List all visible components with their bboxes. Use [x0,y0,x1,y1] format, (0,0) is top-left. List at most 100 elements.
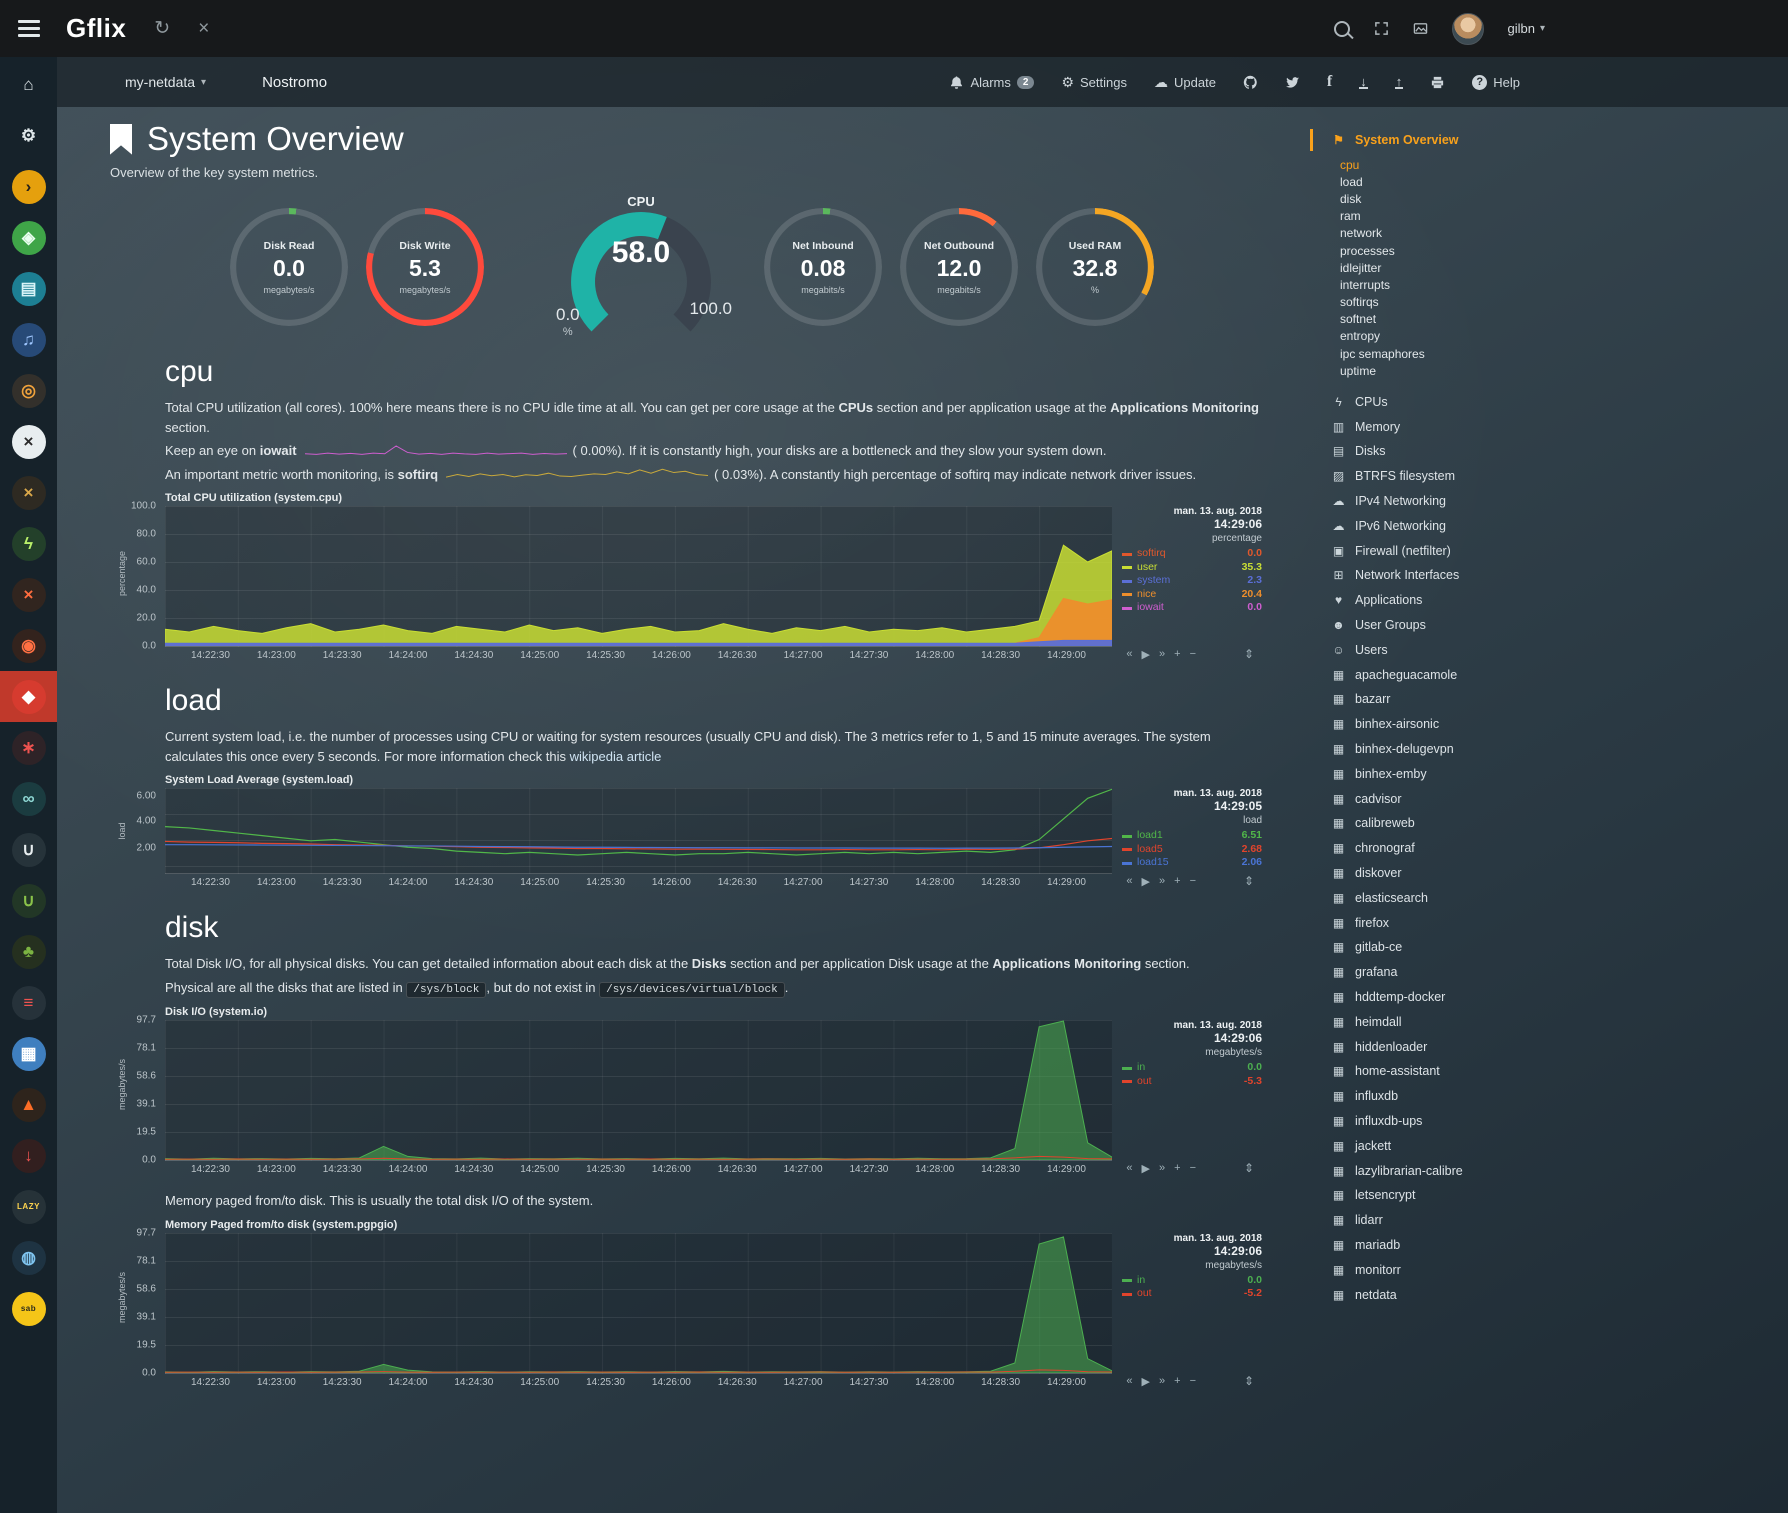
menu-container-item[interactable]: ▦ diskover [1332,865,1402,880]
legend-row[interactable]: softirq 0.0 [1122,547,1262,561]
zoom-in-icon[interactable]: + [1174,1162,1181,1175]
avatar[interactable] [1451,12,1484,45]
load-chart-plot[interactable] [165,788,1112,875]
menu-icon[interactable] [18,20,40,37]
gauge[interactable]: Used RAM 32.8 % [1036,208,1154,327]
zoom-out-icon[interactable]: − [1189,1374,1196,1387]
settings-gear-icon[interactable]: ⚙ [20,126,37,145]
legend-row[interactable]: out -5.3 [1122,1075,1262,1089]
legend-row[interactable]: user 35.3 [1122,561,1262,575]
app-teal-stack[interactable]: ▤ [0,263,57,314]
gauge[interactable]: Net Inbound 0.08 megabits/s [764,208,882,327]
menu-section[interactable]: ♥ Applications [1310,588,1610,613]
app-lazylibrarian[interactable]: LAZY [0,1181,57,1232]
menu-section[interactable]: ▨ BTRFS filesystem [1332,469,1456,484]
play-icon[interactable]: ▶ [1141,1375,1150,1388]
menu-subitem[interactable]: load [1340,174,1363,189]
app-blue-drop[interactable]: ◍ [0,1232,57,1283]
pan-forward-icon[interactable]: » [1159,1374,1166,1387]
menu-container-item[interactable]: ▦ heimdall [1332,1014,1402,1029]
menu-container-item[interactable]: ▦ influxdb [1332,1089,1399,1104]
app-status-bars[interactable]: ≡ [0,977,57,1028]
download-icon[interactable]: ↓ [1359,73,1368,89]
play-icon[interactable]: ▶ [1141,1163,1150,1176]
app-red-rings[interactable]: ◉ [0,620,57,671]
menu-section[interactable]: ⊞ Network Interfaces [1310,563,1610,588]
app-red-cluster[interactable]: ∗ [0,722,57,773]
menu-container-item[interactable]: ▦ influxdb-ups [1332,1113,1423,1128]
menu-container-item[interactable]: ▦ mariadb [1332,1237,1401,1252]
app-gitlab[interactable]: ▲ [0,1079,57,1130]
app-plex[interactable]: › [0,161,57,212]
cpu-chart-plot[interactable] [165,506,1112,648]
pan-forward-icon[interactable]: » [1159,875,1166,888]
app-sabnzbd[interactable]: sab [0,1283,57,1334]
wikipedia-link[interactable]: wikipedia article [569,748,662,764]
gauge[interactable]: Disk Read 0.0 megabytes/s [230,208,348,327]
search-icon[interactable] [1333,20,1350,37]
menu-subitem[interactable]: uptime [1340,363,1377,378]
menu-subitem[interactable]: interrupts [1340,277,1391,292]
menu-subitem[interactable]: softirqs [1340,295,1379,310]
app-unifi[interactable]: ∪ [0,824,57,875]
menu-container-item[interactable]: ▦ apacheguacamole [1332,667,1458,682]
menu-section[interactable]: ☻ User Groups [1332,618,1426,632]
legend-row[interactable]: nice 20.4 [1122,588,1262,602]
legend-row[interactable]: system 2.3 [1122,574,1262,588]
play-icon[interactable]: ▶ [1141,876,1150,889]
menu-subitem[interactable]: network [1340,226,1383,241]
menu-subitem[interactable]: disk [1340,191,1362,206]
pgpgio-chart-plot[interactable] [165,1232,1112,1374]
menu-container-item[interactable]: ▦ gitlab-ce [1332,940,1403,955]
app-white-badge[interactable]: × [0,416,57,467]
menu-container-item[interactable]: ▦ hiddenloader [1332,1039,1428,1054]
menu-container-item[interactable]: ▦ hddtemp-docker [1332,989,1446,1004]
menu-container-item[interactable]: ▦ letsencrypt [1332,1188,1416,1203]
zoom-in-icon[interactable]: + [1174,648,1181,661]
menu-container-item[interactable]: ▦ binhex-emby [1332,766,1427,781]
pan-backward-icon[interactable]: « [1126,648,1133,661]
menu-section[interactable]: ▤ Disks [1332,444,1386,459]
legend-row[interactable]: in 0.0 [1122,1061,1262,1075]
menu-subitem[interactable]: softnet [1340,312,1377,327]
menu-container-item[interactable]: ▦ binhex-delugevpn [1332,741,1454,756]
settings-button[interactable]: ⚙ Settings [1061,74,1127,90]
menu-section[interactable]: ☺ Users [1332,642,1388,657]
menu-subitem[interactable]: ipc semaphores [1340,346,1425,361]
pan-backward-icon[interactable]: « [1126,1162,1133,1175]
menu-container-item[interactable]: ▦ netdata [1332,1287,1397,1302]
help-button[interactable]: ? Help [1472,74,1520,90]
menu-section-system-overview[interactable]: ⚑ System Overview [1310,129,1610,151]
legend-row[interactable]: iowait 0.0 [1122,601,1262,615]
app-green-ring[interactable]: ϟ [0,518,57,569]
app-teal-circles[interactable]: ∞ [0,773,57,824]
cpu-gauge[interactable]: CPU 58.0 0.0 % 100.0 [556,194,732,339]
legend-row[interactable]: load15 2.06 [1122,856,1262,870]
zoom-in-icon[interactable]: + [1174,875,1181,888]
menu-container-item[interactable]: ▦ firefox [1332,915,1390,930]
server-dropdown[interactable]: my-netdata ▾ [125,74,207,90]
menu-container-item[interactable]: ▦ binhex-airsonic [1332,717,1440,732]
pan-forward-icon[interactable]: » [1159,1162,1166,1175]
app-leaf[interactable]: ♣ [0,926,57,977]
upload-icon[interactable]: ↑ [1394,73,1404,89]
zoom-out-icon[interactable]: − [1189,1162,1196,1175]
refresh-icon[interactable]: ↻ [154,18,171,39]
fullscreen-icon[interactable] [1374,21,1389,36]
alarms-button[interactable]: Alarms 2 [949,75,1035,90]
menu-container-item[interactable]: ▦ home-assistant [1332,1064,1440,1079]
user-menu[interactable]: gilbn ▾ [1508,21,1546,36]
menu-container-item[interactable]: ▦ grafana [1332,965,1398,980]
menu-container-item[interactable]: ▦ calibreweb [1332,816,1415,831]
menu-container-item[interactable]: ▦ monitorr [1332,1262,1401,1277]
app-search[interactable]: ◎ [0,365,57,416]
home-icon[interactable]: ⌂ [23,75,34,94]
menu-container-item[interactable]: ▦ jackett [1332,1138,1392,1153]
twitter-icon[interactable] [1285,75,1300,90]
menu-subitem[interactable]: cpu [1340,157,1360,172]
menu-section[interactable]: ☁ IPv6 Networking [1332,518,1447,533]
menu-container-item[interactable]: ▦ lazylibrarian-calibre [1332,1163,1463,1178]
update-button[interactable]: ☁ Update [1154,74,1216,90]
menu-container-item[interactable]: ▦ chronograf [1332,841,1415,856]
pan-backward-icon[interactable]: « [1126,875,1133,888]
